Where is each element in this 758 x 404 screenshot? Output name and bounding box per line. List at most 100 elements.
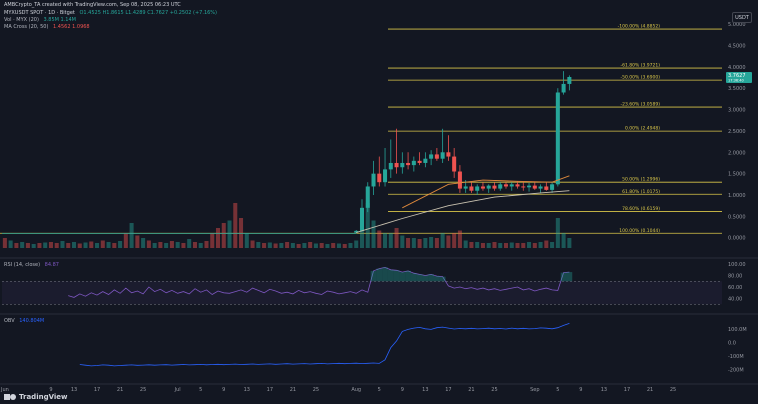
volume-bar [538, 242, 543, 248]
fib-level-label: -23.60% (3.0589) [621, 102, 661, 108]
fib-level-label: -100.00% (4.8852) [618, 24, 661, 30]
price-tick-label: 2.0000 [728, 150, 746, 156]
rsi-title: RSI (14, close) [4, 262, 41, 268]
candle-body [509, 184, 514, 187]
candle-body [544, 186, 549, 190]
volume-bar [359, 218, 365, 248]
obv-title: OBV [4, 318, 15, 324]
candle-body [406, 162, 411, 166]
rsi-band-fill [2, 281, 722, 305]
volume-bar [406, 238, 411, 248]
volume-bar [515, 243, 520, 248]
volume-bar [187, 239, 192, 248]
volume-bar [457, 230, 462, 248]
volume-bar [89, 241, 94, 248]
volume-bar [83, 242, 88, 248]
volume-bar [480, 243, 485, 248]
volume-bar [267, 242, 272, 248]
time-tick-label: 5 [556, 387, 559, 393]
fib-level-label: -61.80% (3.9721) [621, 63, 661, 69]
volume-bar [169, 241, 174, 248]
candle-body [440, 152, 445, 159]
time-tick-label: 13 [71, 387, 77, 393]
volume-legend[interactable]: Vol · MYX (20) 3.85M 1.14M [4, 17, 76, 23]
volume-bar [164, 243, 169, 248]
rsi-overbought-fill [422, 275, 429, 282]
volume-bar [503, 243, 509, 248]
chart-caption: AMBCrypto_TA created with TradingView.co… [4, 2, 181, 8]
candle-body [383, 169, 388, 183]
time-tick-label: 9 [222, 387, 225, 393]
time-tick-label: 9 [579, 387, 582, 393]
time-tick-label: 25 [140, 387, 146, 393]
candle-body [423, 158, 428, 163]
time-tick-label: Sep [530, 387, 539, 393]
volume-bar [452, 233, 457, 248]
rsi-tick-label: 100.00 [728, 262, 746, 268]
volume-bar [20, 242, 25, 248]
price-tick-label: 4.5000 [728, 43, 746, 49]
volume-values: 3.85M 1.14M [43, 17, 76, 23]
volume-bar [43, 242, 48, 248]
rsi-overbought-fill [439, 276, 446, 282]
volume-bar [486, 243, 491, 248]
ma-legend[interactable]: MA Cross (20, 50) 1.4562 1.0968 [4, 24, 90, 30]
last-price-value: 3.7627 [728, 73, 746, 79]
symbol-legend[interactable]: MYXUSDT SPOT · 1D · Bitget O1.4525 H1.86… [4, 10, 217, 16]
time-tick-label: 13 [244, 387, 250, 393]
brand-name: TradingView [19, 393, 68, 401]
volume-bar [239, 218, 244, 248]
candle-body [486, 185, 491, 189]
volume-bar [492, 242, 497, 248]
candle-body [475, 186, 480, 191]
volume-bar [192, 242, 197, 248]
fib-level-label: 78.60% (0.6159) [622, 206, 660, 212]
candle-body [532, 185, 537, 189]
obv-line [79, 323, 570, 367]
volume-bar [54, 243, 59, 248]
fib-level-label: -50.00% (3.6900) [621, 75, 661, 81]
time-tick-label: 17 [94, 387, 100, 393]
volume-bar [37, 243, 42, 248]
candle-body [492, 185, 497, 189]
volume-bar [417, 239, 422, 248]
volume-bar [118, 241, 123, 248]
volume-bar [71, 242, 77, 248]
ma-slow-line [356, 190, 570, 234]
volume-bar [313, 243, 318, 248]
symbol-title: MYXUSDT SPOT · 1D · Bitget [4, 10, 75, 16]
volume-bar [158, 242, 163, 248]
volume-bar [2, 238, 7, 248]
candle-body [567, 76, 572, 84]
candle-body [498, 184, 503, 189]
volume-bar [475, 242, 480, 248]
volume-bar [204, 241, 209, 248]
candle-body [359, 207, 365, 231]
volume-bar [66, 243, 71, 248]
time-tick-label: 13 [601, 387, 607, 393]
obv-value: 140.804M [19, 318, 45, 324]
obv-legend[interactable]: OBV 140.804M [4, 318, 44, 324]
volume-bar [561, 233, 566, 248]
candle-body [527, 185, 532, 188]
volume-bar [429, 237, 434, 248]
currency-button[interactable]: USDT [732, 12, 752, 23]
rsi-overbought-fill [560, 272, 567, 282]
rsi-overbought-fill [376, 268, 383, 282]
ma-title: MA Cross (20, 50) [4, 24, 49, 30]
volume-bar [227, 220, 232, 248]
volume-bar [244, 233, 249, 248]
volume-bar [175, 242, 180, 248]
volume-bar [48, 242, 53, 248]
fib-level-label: 0.00% (2.4948) [625, 126, 660, 132]
rsi-overbought-fill [370, 270, 377, 282]
rsi-legend[interactable]: RSI (14, close) 84.87 [4, 262, 59, 268]
volume-bar [555, 218, 560, 248]
volume-bar [112, 243, 117, 248]
volume-bar [342, 244, 347, 248]
rsi-value: 84.87 [44, 262, 59, 268]
volume-bar [8, 240, 13, 248]
volume-bar [434, 238, 439, 248]
candle-body [538, 186, 543, 189]
